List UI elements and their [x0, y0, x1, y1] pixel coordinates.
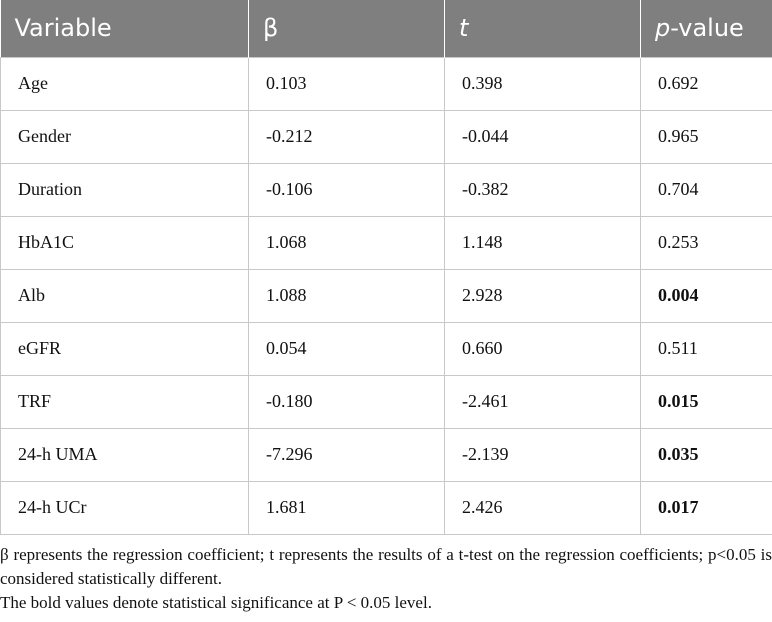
cell-text: 0.004 — [658, 285, 699, 305]
cell-text: 0.660 — [462, 338, 503, 358]
cell-text: 1.681 — [266, 497, 307, 517]
footnotes: β represents the regression coefficient;… — [0, 543, 772, 615]
table-cell: -0.106 — [248, 162, 445, 217]
table-cell: 0.965 — [640, 109, 772, 164]
table-cell: 1.088 — [248, 268, 445, 323]
cell-text: TRF — [18, 391, 52, 411]
table-cell: -0.180 — [248, 374, 445, 429]
table-cell: 0.398 — [444, 56, 641, 111]
cell-text: HbA1C — [18, 232, 75, 252]
cell-text: 2.426 — [462, 497, 503, 517]
table-cell: HbA1C — [0, 215, 249, 270]
cell-text: -0.180 — [266, 391, 313, 411]
cell-text: 0.692 — [658, 73, 699, 93]
table-cell: Alb — [0, 268, 249, 323]
table-cell: TRF — [0, 374, 249, 429]
table-cell: 0.054 — [248, 321, 445, 376]
cell-text: 0.965 — [658, 126, 699, 146]
header-cell: p-value — [640, 0, 772, 57]
cell-text: 0.054 — [266, 338, 307, 358]
table: Variable β t p-value Age 0.103 0.398 0.692 Gend… — [0, 0, 772, 535]
footnote: The bold values denote statistical signi… — [0, 592, 432, 612]
cell-text: 0.398 — [462, 73, 503, 93]
cell-text: 24-h UCr — [18, 497, 87, 517]
table-cell: 0.004 — [640, 268, 772, 323]
table-cell: 2.426 — [444, 480, 641, 535]
table-cell: 0.015 — [640, 374, 772, 429]
table-cell: 0.704 — [640, 162, 772, 217]
cell-text: p — [655, 14, 671, 43]
table-row: Duration -0.106 -0.382 0.704 — [0, 162, 772, 217]
table-cell: 0.253 — [640, 215, 772, 270]
table-row: HbA1C 1.068 1.148 0.253 — [0, 215, 772, 270]
table-cell: -0.382 — [444, 162, 641, 217]
cell-text: -0.044 — [462, 126, 509, 146]
cell-text: -value — [670, 14, 744, 43]
cell-text: β — [263, 14, 279, 43]
table-cell: 0.017 — [640, 480, 772, 535]
cell-text: -0.382 — [462, 179, 509, 199]
table-cell: eGFR — [0, 321, 249, 376]
cell-text: -0.212 — [266, 126, 313, 146]
table-cell: 24-h UMA — [0, 427, 249, 482]
cell-text: Gender — [18, 126, 71, 146]
table-cell: Age — [0, 56, 249, 111]
table-cell: -7.296 — [248, 427, 445, 482]
cell-text: 0.253 — [658, 232, 699, 252]
table-cell: -0.212 — [248, 109, 445, 164]
cell-text: 0.015 — [658, 391, 699, 411]
table-body: Age 0.103 0.398 0.692 Gender -0.212 -0.044 0.96… — [0, 56, 772, 535]
cell-text: 0.017 — [658, 497, 699, 517]
table-cell: 0.660 — [444, 321, 641, 376]
cell-text: -7.296 — [266, 444, 313, 464]
footnote: β represents the regression coefficient;… — [0, 544, 772, 588]
cell-text: 1.068 — [266, 232, 307, 252]
table-row: Gender -0.212 -0.044 0.965 — [0, 109, 772, 164]
cell-text: 1.148 — [462, 232, 503, 252]
header-row: Variable β t p-value — [0, 0, 772, 57]
table-cell: -0.044 — [444, 109, 641, 164]
table-cell: 24-h UCr — [0, 480, 249, 535]
cell-text: 1.088 — [266, 285, 307, 305]
table-row: TRF -0.180 -2.461 0.015 — [0, 374, 772, 429]
table-cell: 0.035 — [640, 427, 772, 482]
table-cell: -2.461 — [444, 374, 641, 429]
cell-text: Age — [18, 73, 48, 93]
cell-text: eGFR — [18, 338, 62, 358]
cell-text: 0.511 — [658, 338, 698, 358]
cell-text: Alb — [18, 285, 45, 305]
table-cell: 0.692 — [640, 56, 772, 111]
table-cell: 1.681 — [248, 480, 445, 535]
header-cell: β — [248, 0, 445, 57]
cell-text: -2.139 — [462, 444, 509, 464]
table-row: 24-h UCr 1.681 2.426 0.017 — [0, 480, 772, 535]
cell-text: Variable — [14, 14, 112, 43]
table-cell: 2.928 — [444, 268, 641, 323]
table-cell: 0.103 — [248, 56, 445, 111]
cell-text: 2.928 — [462, 285, 503, 305]
cell-text: 0.035 — [658, 444, 699, 464]
table-cell: -2.139 — [444, 427, 641, 482]
table-row: eGFR 0.054 0.660 0.511 — [0, 321, 772, 376]
table-row: Alb 1.088 2.928 0.004 — [0, 268, 772, 323]
table-row: 24-h UMA -7.296 -2.139 0.035 — [0, 427, 772, 482]
cell-text: t — [459, 14, 469, 43]
cell-text: -2.461 — [462, 391, 509, 411]
cell-text: 0.704 — [658, 179, 699, 199]
header-cell: t — [444, 0, 641, 57]
table-row: Age 0.103 0.398 0.692 — [0, 56, 772, 111]
cell-text: Duration — [18, 179, 82, 199]
table-cell: Gender — [0, 109, 249, 164]
table-cell: Duration — [0, 162, 249, 217]
cell-text: -0.106 — [266, 179, 313, 199]
cell-text: 24-h UMA — [18, 444, 98, 464]
table-cell: 0.511 — [640, 321, 772, 376]
table-cell: 1.148 — [444, 215, 641, 270]
header-cell: Variable — [0, 0, 249, 57]
cell-text: 0.103 — [266, 73, 307, 93]
table-cell: 1.068 — [248, 215, 445, 270]
